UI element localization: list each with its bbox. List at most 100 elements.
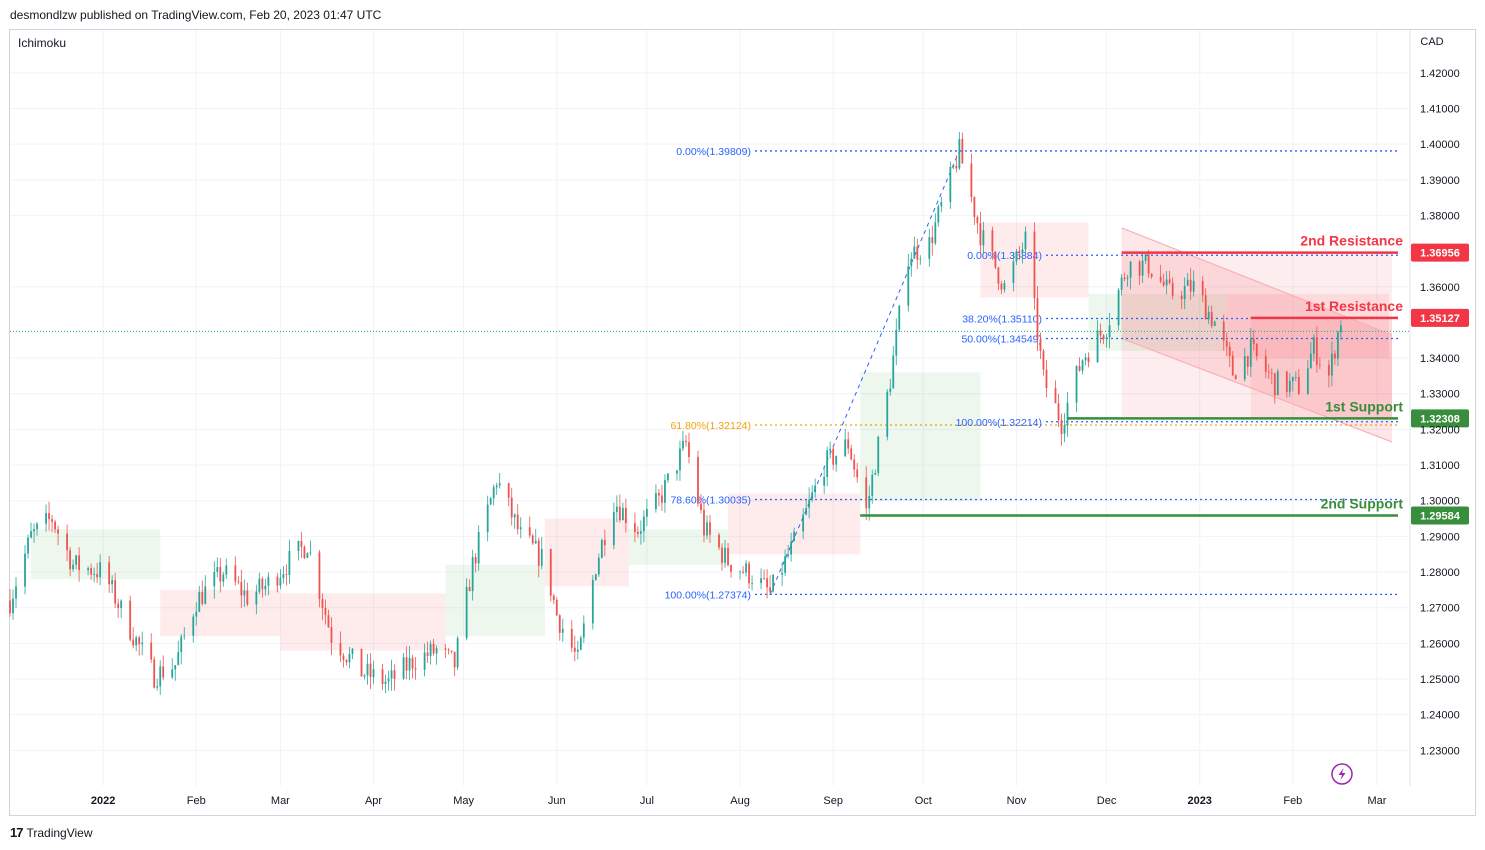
candle-body (576, 649, 579, 652)
price-tag-value: 1.32308 (1420, 413, 1460, 425)
candle-body (886, 391, 889, 437)
candle-body (594, 574, 597, 580)
candle-body (285, 574, 288, 576)
candle-body (1147, 254, 1150, 274)
x-tick-label: Sep (823, 795, 843, 807)
y-tick-label: 1.26000 (1420, 638, 1460, 650)
candle-body (48, 513, 50, 520)
candle-body (513, 514, 516, 518)
indicator-label[interactable]: Ichimoku (18, 36, 67, 50)
candle-body (1117, 289, 1120, 326)
candle-body (850, 448, 853, 460)
candle-body (877, 436, 880, 474)
candle-body (423, 652, 426, 670)
candle-body (856, 469, 859, 478)
ichimoku-cloud-segment (628, 529, 729, 565)
candle-body (372, 669, 375, 678)
y-tick-label: 1.38000 (1420, 210, 1460, 222)
x-tick-label: Aug (730, 795, 750, 807)
candle-body (835, 456, 838, 465)
candle-body (853, 459, 856, 470)
candle-body (739, 571, 741, 573)
candle-body (718, 534, 720, 548)
chart-frame[interactable] (9, 29, 1476, 816)
candle-body (363, 675, 366, 677)
candle-body (489, 498, 492, 505)
candle-body (510, 497, 513, 518)
candle-body (658, 493, 660, 496)
y-tick-label: 1.32000 (1420, 424, 1460, 436)
fib-level-label: 61.80%(1.32124) (670, 420, 751, 432)
candle-body (685, 440, 687, 443)
candle-body (991, 230, 994, 252)
candle-body (591, 579, 594, 624)
price-tag-value: 1.29584 (1420, 511, 1461, 523)
candle-body (615, 506, 618, 513)
candle-body (682, 440, 684, 449)
candle-body (15, 586, 17, 599)
candle-body (1060, 420, 1063, 434)
candle-body (339, 642, 342, 656)
price-tag-value: 1.36956 (1420, 248, 1460, 260)
ichimoku-cloud-segment (1088, 293, 1227, 351)
candle-body (468, 587, 471, 592)
y-tick-label: 1.41000 (1420, 103, 1460, 115)
brand-name[interactable]: TradingView (26, 825, 93, 840)
candle-body (664, 480, 666, 503)
candle-body (558, 615, 561, 633)
candle-body (973, 197, 976, 218)
y-tick-label: 1.42000 (1420, 68, 1460, 80)
candle-body (1201, 280, 1204, 296)
candle-body (676, 470, 678, 474)
y-tick-label: 1.23000 (1420, 745, 1460, 757)
candle-body (1249, 339, 1252, 367)
candle-body (12, 598, 14, 614)
lightning-icon[interactable] (1331, 763, 1353, 785)
candle-body (111, 580, 114, 585)
candle-body (255, 591, 258, 605)
candle-body (225, 565, 228, 575)
candle-body (300, 540, 303, 547)
candle-body (72, 564, 74, 570)
candle-body (456, 638, 459, 668)
candle-body (1108, 325, 1111, 338)
candle-body (958, 138, 961, 169)
candle-body (1327, 364, 1330, 376)
candle-body (1165, 279, 1168, 286)
candle-body (805, 507, 808, 515)
resistance-zone (1250, 317, 1392, 419)
candle-body (1123, 277, 1126, 279)
candle-body (1021, 249, 1024, 253)
candle-body (384, 681, 387, 685)
candle-body (426, 652, 429, 656)
candle-body (982, 230, 985, 246)
candle-body (306, 553, 309, 559)
candle-body (667, 473, 669, 481)
candle-body (955, 165, 958, 169)
x-tick-label: 2023 (1187, 795, 1211, 807)
candle-body (636, 531, 639, 534)
candle-body (1036, 298, 1039, 340)
candle-body (724, 547, 726, 563)
candle-body (823, 476, 826, 486)
candle-body (45, 513, 47, 524)
candle-body (871, 474, 874, 496)
y-tick-label: 1.36000 (1420, 282, 1460, 294)
candle-body (1066, 402, 1069, 426)
candle-body (727, 547, 729, 566)
tradingview-logo-icon[interactable]: 17 (10, 825, 24, 840)
y-tick-label: 1.39000 (1420, 175, 1460, 187)
candle-body (751, 583, 753, 584)
y-tick-label: 1.28000 (1420, 567, 1460, 579)
candle-body (141, 642, 144, 645)
candle-body (997, 267, 1000, 284)
candle-body (402, 657, 405, 679)
support-level-label: 2nd Support (1321, 496, 1404, 512)
candle-body (603, 540, 606, 546)
candle-body (279, 578, 282, 586)
candle-body (976, 217, 979, 224)
candle-body (1225, 340, 1228, 347)
candle-body (450, 650, 453, 652)
candle-body (570, 628, 573, 648)
